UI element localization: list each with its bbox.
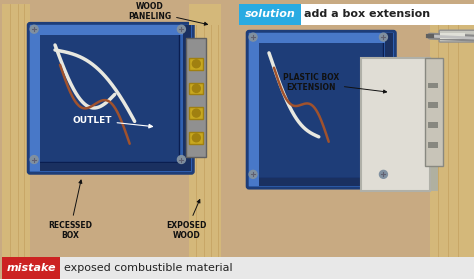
Bar <box>430 63 438 191</box>
Circle shape <box>380 170 387 178</box>
Text: OUTLET: OUTLET <box>72 116 153 128</box>
Circle shape <box>30 25 38 33</box>
Circle shape <box>177 25 185 33</box>
Circle shape <box>192 134 201 142</box>
Text: add a box extension: add a box extension <box>304 9 430 20</box>
Text: EXPOSED
WOOD: EXPOSED WOOD <box>166 199 207 240</box>
Bar <box>190 83 203 94</box>
Bar <box>385 33 393 186</box>
Bar <box>30 25 191 35</box>
Text: PLASTIC BOX
EXTENSION: PLASTIC BOX EXTENSION <box>283 73 387 93</box>
Bar <box>2 257 474 279</box>
Bar <box>440 33 465 39</box>
Bar <box>30 25 40 171</box>
Text: mistake: mistake <box>6 263 56 273</box>
Bar <box>257 41 383 178</box>
Bar <box>428 102 438 108</box>
Bar <box>425 58 443 167</box>
Bar <box>190 4 221 25</box>
Circle shape <box>192 60 201 68</box>
Circle shape <box>30 156 38 163</box>
Bar <box>301 4 474 25</box>
FancyBboxPatch shape <box>439 30 474 42</box>
Bar <box>190 18 221 279</box>
Bar <box>249 33 393 43</box>
Bar <box>38 33 180 162</box>
Circle shape <box>380 33 387 41</box>
Bar <box>190 107 203 119</box>
Circle shape <box>192 85 201 92</box>
Bar <box>428 83 438 88</box>
Bar <box>361 58 430 191</box>
Bar <box>186 38 206 157</box>
Bar <box>183 25 191 171</box>
Circle shape <box>249 170 257 178</box>
Text: RECESSED
BOX: RECESSED BOX <box>48 180 92 240</box>
Bar <box>239 4 301 25</box>
FancyBboxPatch shape <box>28 23 193 173</box>
Bar <box>2 4 30 279</box>
Text: WOOD
PANELING: WOOD PANELING <box>128 2 208 25</box>
Bar <box>249 178 393 186</box>
FancyBboxPatch shape <box>247 31 395 188</box>
Text: solution: solution <box>245 9 295 20</box>
Circle shape <box>177 156 185 163</box>
Bar <box>428 142 438 148</box>
Bar <box>428 122 438 128</box>
Circle shape <box>249 33 257 41</box>
Bar <box>430 4 474 279</box>
Text: exposed combustible material: exposed combustible material <box>64 263 233 273</box>
Bar <box>190 58 203 70</box>
Bar <box>190 132 203 144</box>
Bar <box>2 257 60 279</box>
Circle shape <box>192 109 201 117</box>
Bar <box>30 163 191 171</box>
Bar <box>249 33 259 186</box>
